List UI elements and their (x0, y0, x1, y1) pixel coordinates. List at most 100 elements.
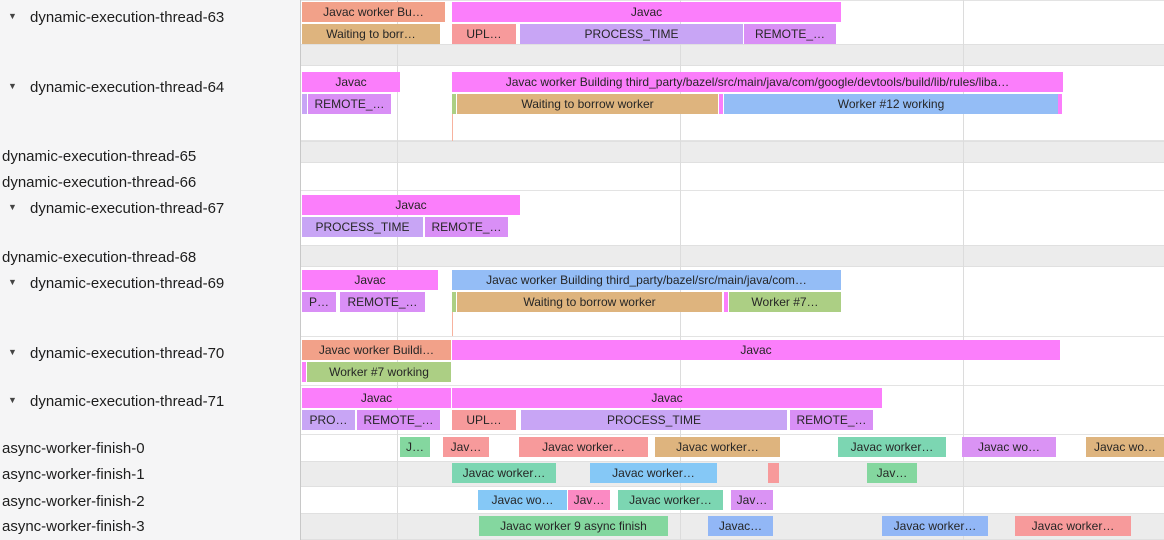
trace-event-bar[interactable]: Javac worker… (590, 463, 717, 483)
disclosure-triangle-icon[interactable]: ▼ (8, 395, 17, 405)
trace-event-bar[interactable] (768, 463, 779, 483)
sidebar-item[interactable]: async-worker-finish-2 (0, 491, 300, 511)
trace-event-bar[interactable]: Javac (452, 2, 841, 22)
disclosure-triangle-icon[interactable]: ▼ (8, 347, 17, 357)
trace-event-bar[interactable]: Javac (452, 388, 882, 408)
thread-name-label: dynamic-execution-thread-68 (2, 248, 197, 266)
trace-event-bar[interactable]: Worker #7 working (307, 362, 451, 382)
trace-event-bar[interactable]: Worker #7… (729, 292, 841, 312)
thread-name-label: async-worker-finish-1 (2, 465, 145, 483)
trace-event-bar[interactable]: REMOTE_… (425, 217, 508, 237)
trace-event-bar[interactable]: UPL… (452, 24, 516, 44)
trace-event-bar[interactable]: Javac wo… (478, 490, 567, 510)
trace-event-bar[interactable]: Waiting to borr… (302, 24, 440, 44)
trace-event-bar[interactable]: Javac worker Building third_party/bazel/… (452, 270, 841, 290)
sidebar-item[interactable]: ▼ dynamic-execution-thread-63 (0, 7, 300, 27)
sidebar: ▼ dynamic-execution-thread-63 ▼ dynamic-exe… (0, 0, 301, 540)
thread-name-label: dynamic-execution-thread-63 (30, 8, 225, 26)
trace-event-bar[interactable]: PRO… (302, 410, 355, 430)
trace-event-bar[interactable]: REMOTE_… (357, 410, 440, 430)
track-band (301, 141, 1164, 163)
trace-event-bar[interactable] (302, 94, 307, 114)
trace-event-bar[interactable]: Javac worker Building third_party/bazel/… (452, 72, 1063, 92)
trace-event-bar[interactable] (452, 292, 456, 312)
sidebar-item[interactable]: ▼ dynamic-execution-thread-64 (0, 77, 300, 97)
trace-event-bar[interactable]: PROCESS_TIME (302, 217, 423, 237)
thread-name-label: dynamic-execution-thread-65 (2, 147, 197, 165)
trace-event-bar[interactable]: Jav… (867, 463, 917, 483)
trace-event-bar[interactable]: Javac worker… (838, 437, 946, 457)
track-separator (301, 336, 1164, 337)
trace-event-bar[interactable]: REMOTE_… (790, 410, 873, 430)
trace-event-bar[interactable]: Javac worker… (452, 463, 556, 483)
track-separator (301, 140, 1164, 141)
trace-event-bar[interactable]: Javac worker… (519, 437, 648, 457)
trace-event-bar[interactable]: PROCESS_TIME (521, 410, 787, 430)
trace-event-bar[interactable]: Worker #12 working (724, 94, 1058, 114)
sidebar-item[interactable]: ▼ dynamic-execution-thread-67 (0, 198, 300, 218)
track-band (301, 44, 1164, 66)
trace-event-bar[interactable]: Javac worker 9 async finish (479, 516, 668, 536)
trace-event-bar[interactable]: REMOTE_… (340, 292, 425, 312)
trace-event-bar[interactable]: Javac worker… (618, 490, 723, 510)
disclosure-triangle-icon[interactable]: ▼ (8, 202, 17, 212)
track-band (301, 245, 1164, 267)
trace-event-bar[interactable] (1058, 94, 1062, 114)
trace-event-bar[interactable]: Javac (302, 270, 438, 290)
sidebar-item[interactable]: dynamic-execution-thread-65 (0, 146, 300, 166)
thread-name-label: dynamic-execution-thread-67 (30, 199, 225, 217)
sidebar-item[interactable]: async-worker-finish-3 (0, 516, 300, 536)
trace-event-bar[interactable]: Javac (302, 388, 451, 408)
track-separator (301, 0, 1164, 1)
trace-event-bar[interactable]: Javac (302, 72, 400, 92)
sidebar-item[interactable]: ▼ dynamic-execution-thread-69 (0, 273, 300, 293)
sidebar-item[interactable]: async-worker-finish-1 (0, 464, 300, 484)
trace-event-bar[interactable] (724, 292, 728, 312)
thread-name-label: async-worker-finish-0 (2, 439, 145, 457)
disclosure-triangle-icon[interactable]: ▼ (8, 11, 17, 21)
trace-event-bar[interactable] (452, 94, 456, 114)
trace-event-bar[interactable]: Javac worker… (882, 516, 988, 536)
trace-event-bar[interactable]: Javac worker… (1015, 516, 1131, 536)
trace-event-bar[interactable]: Javac… (708, 516, 773, 536)
trace-event-bar[interactable]: Javac (302, 195, 520, 215)
sidebar-item[interactable]: ▼ dynamic-execution-thread-70 (0, 343, 300, 363)
event-dropline (452, 114, 453, 141)
trace-event-bar[interactable]: P… (302, 292, 336, 312)
trace-event-bar[interactable]: Javac worker Buildi… (302, 340, 451, 360)
trace-event-bar[interactable] (302, 362, 306, 382)
trace-event-bar[interactable]: Jav… (568, 490, 610, 510)
thread-name-label: async-worker-finish-3 (2, 517, 145, 535)
trace-event-bar[interactable] (719, 94, 723, 114)
thread-name-label: async-worker-finish-2 (2, 492, 145, 510)
trace-event-bar[interactable]: Javac worker… (655, 437, 780, 457)
thread-name-label: dynamic-execution-thread-71 (30, 392, 225, 410)
trace-event-bar[interactable]: Jav… (731, 490, 773, 510)
thread-name-label: dynamic-execution-thread-69 (30, 274, 225, 292)
trace-event-bar[interactable]: Javac worker Bu… (302, 2, 445, 22)
trace-event-bar[interactable]: Javac (452, 340, 1060, 360)
trace-event-bar[interactable]: REMOTE_… (308, 94, 391, 114)
trace-event-bar[interactable]: UPL… (452, 410, 516, 430)
timeline[interactable]: Javac worker Bu… Javac Waiting to borr… UPL… (301, 0, 1164, 540)
track-band (301, 461, 1164, 487)
sidebar-item[interactable]: dynamic-execution-thread-66 (0, 172, 300, 192)
trace-event-bar[interactable]: Javac wo… (1086, 437, 1164, 457)
track-separator (301, 385, 1164, 386)
sidebar-item[interactable]: async-worker-finish-0 (0, 438, 300, 458)
trace-event-bar[interactable]: Waiting to borrow worker (457, 94, 718, 114)
thread-name-label: dynamic-execution-thread-70 (30, 344, 225, 362)
sidebar-item[interactable]: ▼ dynamic-execution-thread-71 (0, 391, 300, 411)
track-separator (301, 190, 1164, 191)
disclosure-triangle-icon[interactable]: ▼ (8, 81, 17, 91)
trace-event-bar[interactable]: REMOTE_… (744, 24, 836, 44)
trace-event-bar[interactable]: PROCESS_TIME (520, 24, 743, 44)
trace-event-bar[interactable]: J… (400, 437, 430, 457)
sidebar-item[interactable]: dynamic-execution-thread-68 (0, 247, 300, 267)
time-gridline (963, 0, 964, 540)
trace-event-bar[interactable]: Javac wo… (962, 437, 1056, 457)
trace-event-bar[interactable]: Waiting to borrow worker (457, 292, 722, 312)
disclosure-triangle-icon[interactable]: ▼ (8, 277, 17, 287)
trace-event-bar[interactable]: Jav… (443, 437, 489, 457)
event-dropline (452, 312, 453, 336)
